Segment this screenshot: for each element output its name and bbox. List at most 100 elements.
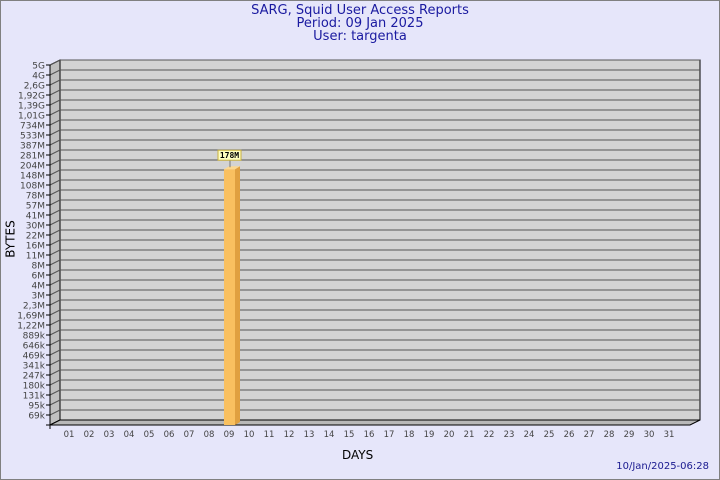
gridline-side bbox=[49, 99, 61, 106]
y-tick-label: 16M bbox=[26, 242, 45, 252]
gridline-side bbox=[49, 389, 61, 396]
x-tick-label: 01 bbox=[64, 430, 75, 440]
gridline-side bbox=[49, 299, 61, 306]
y-tick-label: 95k bbox=[28, 402, 45, 412]
gridline-side bbox=[49, 359, 61, 366]
x-tick-label: 22 bbox=[484, 430, 495, 440]
y-tick-label: 108M bbox=[20, 182, 45, 192]
y-tick-label: 341k bbox=[23, 362, 46, 372]
x-tick-label: 14 bbox=[324, 430, 335, 440]
gridline-side bbox=[49, 259, 61, 266]
y-tick-label: 11M bbox=[26, 252, 45, 262]
y-tick-label: 2,6G bbox=[24, 82, 45, 92]
gridline-side bbox=[49, 269, 61, 276]
y-tick-label: 387M bbox=[20, 142, 45, 152]
gridline-side bbox=[49, 139, 61, 146]
gridline-side bbox=[49, 379, 61, 386]
gridline-side bbox=[49, 349, 61, 356]
data-label: 178M bbox=[220, 151, 239, 160]
chart-period: Period: 09 Jan 2025 bbox=[296, 16, 424, 31]
gridline-side bbox=[49, 119, 61, 126]
x-tick-label: 18 bbox=[404, 430, 415, 440]
y-tick-label: 4M bbox=[32, 282, 46, 292]
x-tick-label: 03 bbox=[104, 430, 115, 440]
gridline-side bbox=[49, 329, 61, 336]
y-tick-label: 2,3M bbox=[23, 302, 45, 312]
y-tick-label: 180k bbox=[23, 382, 46, 392]
gridline-side bbox=[49, 159, 61, 166]
y-tick-label: 889k bbox=[23, 332, 46, 342]
y-tick-label: 469k bbox=[23, 352, 46, 362]
gridline-side bbox=[49, 149, 61, 156]
y-tick-label: 533M bbox=[20, 132, 45, 142]
gridline-side bbox=[49, 319, 61, 326]
data-label-box bbox=[217, 149, 242, 161]
x-tick-label: 23 bbox=[504, 430, 515, 440]
x-tick-label: 30 bbox=[644, 430, 655, 440]
x-axis-label: DAYS bbox=[342, 448, 374, 462]
x-tick-label: 16 bbox=[364, 430, 375, 440]
y-tick-label: 5G bbox=[32, 62, 45, 72]
y-tick-label: 41M bbox=[26, 212, 45, 222]
y-tick-label: 1,92G bbox=[18, 92, 45, 102]
x-tick-label: 12 bbox=[284, 430, 295, 440]
y-tick-label: 1,01G bbox=[18, 112, 45, 122]
y-tick-label: 1,69M bbox=[17, 312, 45, 322]
gridline-side bbox=[49, 289, 61, 296]
x-tick-label: 31 bbox=[664, 430, 675, 440]
y-tick-label: 22M bbox=[26, 232, 45, 242]
x-tick-label: 15 bbox=[344, 430, 355, 440]
x-tick-label: 19 bbox=[424, 430, 435, 440]
bar-front bbox=[224, 169, 235, 425]
x-tick-label: 09 bbox=[224, 430, 235, 440]
x-tick-label: 05 bbox=[144, 430, 155, 440]
y-tick-label: 148M bbox=[20, 172, 45, 182]
gridline-side bbox=[49, 129, 61, 136]
y-tick-label: 646k bbox=[23, 342, 46, 352]
x-tick-label: 20 bbox=[444, 430, 455, 440]
gridline-side bbox=[49, 249, 61, 256]
y-tick-label: 30M bbox=[26, 222, 45, 232]
gridline-side bbox=[49, 369, 61, 376]
gridline-side bbox=[49, 309, 61, 316]
gridline-side bbox=[49, 79, 61, 86]
y-tick-label: 734M bbox=[20, 122, 45, 132]
y-tick-label: 204M bbox=[20, 162, 45, 172]
gridline-side bbox=[49, 409, 61, 416]
x-tick-label: 13 bbox=[304, 430, 315, 440]
gridline-side bbox=[49, 229, 61, 236]
x-tick-label: 28 bbox=[604, 430, 615, 440]
gridline-side bbox=[49, 239, 61, 246]
gridline-side bbox=[49, 219, 61, 226]
x-tick-label: 07 bbox=[184, 430, 195, 440]
y-tick-label: 4G bbox=[32, 72, 45, 82]
generated-timestamp: 10/Jan/2025-06:28 bbox=[616, 461, 709, 472]
y-tick-label: 1,22M bbox=[17, 322, 45, 332]
y-tick-label: 6M bbox=[32, 272, 46, 282]
gridline-side bbox=[49, 59, 61, 66]
x-tick-label: 10 bbox=[244, 430, 255, 440]
gridline-side bbox=[49, 169, 61, 176]
gridline-side bbox=[49, 399, 61, 406]
x-tick-label: 26 bbox=[564, 430, 575, 440]
gridline-side bbox=[49, 89, 61, 96]
x-tick-label: 02 bbox=[84, 430, 95, 440]
gridline-side bbox=[49, 189, 61, 196]
gridline-side bbox=[49, 69, 61, 76]
chart-user: User: targenta bbox=[313, 29, 407, 44]
bar-side bbox=[235, 166, 240, 425]
bar-top bbox=[224, 166, 240, 170]
y-axis-label: BYTES bbox=[3, 220, 18, 258]
gridline-side bbox=[49, 179, 61, 186]
y-tick-label: 247k bbox=[23, 372, 46, 382]
gridline-side bbox=[49, 209, 61, 216]
x-tick-label: 24 bbox=[524, 430, 535, 440]
gridline-side bbox=[49, 339, 61, 346]
y-tick-label: 131k bbox=[23, 392, 46, 402]
x-tick-label: 17 bbox=[384, 430, 395, 440]
x-tick-label: 04 bbox=[124, 430, 135, 440]
gridline-side bbox=[49, 199, 61, 206]
x-tick-label: 06 bbox=[164, 430, 175, 440]
x-tick-label: 29 bbox=[624, 430, 635, 440]
